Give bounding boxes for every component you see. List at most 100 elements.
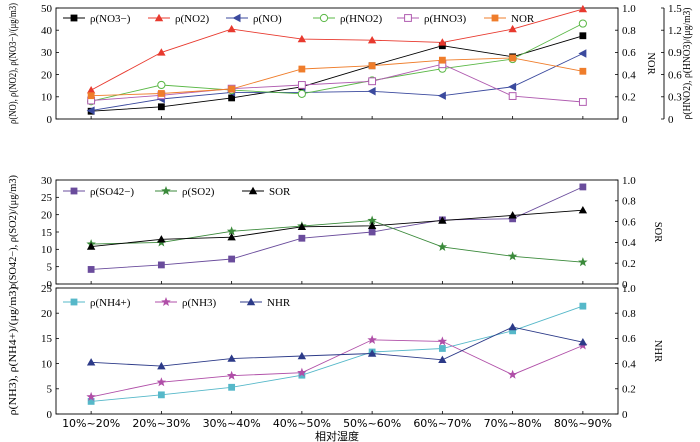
legend-marker [319, 13, 329, 23]
y-tick-label: 30 [41, 175, 53, 187]
data-point [297, 367, 307, 377]
y2-axis-label: NHR [652, 340, 663, 362]
data-point [509, 54, 517, 62]
legend-entry: ρ(NH4+) [63, 297, 131, 309]
data-point [367, 334, 377, 344]
legend-entry: ρ(NO) [226, 13, 282, 25]
data-point [578, 257, 588, 267]
y-tick-label: 20 [41, 69, 53, 81]
legend-entry: NHR [240, 297, 291, 309]
legend-marker [154, 13, 164, 22]
y3-tick-label: 0 [668, 114, 674, 126]
data-point [157, 103, 165, 111]
data-point [157, 48, 166, 56]
y2-tick-label: 0.2 [622, 258, 636, 270]
data-point [367, 215, 377, 225]
legend-entry: ρ(NO2) [148, 13, 210, 25]
data-point [228, 383, 236, 391]
data-point [578, 337, 588, 346]
data-point [508, 82, 517, 92]
y-tick-label: 20 [41, 308, 53, 320]
data-point [298, 371, 306, 379]
y-tick-label: 5 [47, 261, 53, 273]
data-point [437, 336, 448, 346]
x-tick-label: 70%~80% [484, 417, 542, 430]
legend-label: ρ(SO42−) [90, 186, 134, 198]
series-3-1 [87, 302, 587, 405]
y-axis-label: ρ(NH3), ρ(NH4+)/(μg/m3) [8, 286, 19, 415]
x-tick-label: 20%~30% [132, 417, 190, 430]
x-tick-label: 50%~60% [343, 417, 401, 430]
data-point [227, 354, 236, 362]
y3-tick-label: 1.5 [668, 3, 682, 15]
y2-tick-label: 0.6 [622, 216, 636, 228]
data-point [438, 216, 447, 224]
legend-label: SOR [269, 186, 291, 198]
legend-marker [232, 13, 241, 23]
data-point [157, 235, 166, 243]
data-point [227, 24, 236, 33]
series-line [91, 63, 583, 103]
y-tick-label: 25 [41, 192, 53, 204]
y-tick-label: 15 [41, 333, 53, 345]
y3-tick-label: 0.9 [668, 47, 682, 59]
data-point [297, 351, 307, 360]
data-point [86, 106, 95, 115]
y-tick-label: 0 [47, 279, 53, 291]
y2-axis-label: NOR [645, 52, 656, 74]
data-point [226, 370, 237, 380]
legend-marker [70, 187, 78, 195]
series-1-2 [86, 4, 588, 94]
legend-marker [70, 298, 78, 306]
data-point [438, 38, 447, 46]
plot-frame [55, 287, 619, 415]
data-point [297, 34, 307, 43]
y-tick-label: 0 [47, 409, 53, 421]
legend-marker [491, 14, 499, 22]
y2-tick-label: 0 [622, 114, 628, 126]
data-point [228, 85, 236, 93]
series-line [91, 339, 584, 398]
data-point [87, 266, 95, 273]
data-point [368, 228, 376, 236]
legend-label: ρ(NO3−) [90, 13, 131, 25]
x-tick-label: 60%~70% [413, 417, 471, 430]
data-point [438, 56, 446, 64]
y3-tick-label: 0.6 [668, 69, 682, 81]
y2-tick-label: 0 [622, 409, 628, 421]
y2-tick-label: 0.2 [622, 92, 636, 104]
series-line [91, 209, 583, 248]
data-point [297, 89, 306, 98]
x-tick-label: 30%~40% [203, 417, 261, 430]
series-2-1 [87, 183, 587, 273]
data-point [579, 67, 587, 75]
legend-entry: NOR [484, 13, 535, 25]
legend-entry: ρ(SO42−) [63, 186, 134, 198]
y-tick-label: 15 [41, 227, 53, 239]
legend-label: ρ(NO) [253, 13, 282, 25]
data-point [578, 205, 588, 214]
series-1-6 [87, 54, 587, 100]
y-tick-label: 25 [41, 283, 53, 295]
y2-tick-label: 0.4 [622, 69, 636, 81]
legend-entry: ρ(SO2) [155, 186, 215, 198]
data-point [86, 358, 96, 366]
legend-entry: ρ(NH3) [155, 297, 217, 309]
data-point [437, 91, 446, 100]
data-point [367, 87, 376, 96]
y-tick-label: 50 [41, 3, 53, 15]
panel-3: 0 5 10 15 20 25 0 0.2 0.4 0.6 0.8 1.0 ρ(NH3), ρ(NH4+… [8, 283, 663, 421]
y-tick-label: 5 [47, 384, 53, 396]
y2-tick-label: 0.2 [622, 384, 636, 396]
y-tick-label: 10 [41, 244, 53, 256]
legend-marker [161, 297, 171, 307]
data-point [86, 242, 96, 250]
data-point [297, 81, 306, 89]
legend-marker [161, 186, 171, 196]
legend-marker [70, 14, 78, 22]
y-tick-label: 20 [41, 209, 53, 221]
legend-label: ρ(NH4+) [90, 297, 131, 309]
series-line [91, 186, 584, 270]
y2-axis-label: SOR [652, 222, 663, 242]
